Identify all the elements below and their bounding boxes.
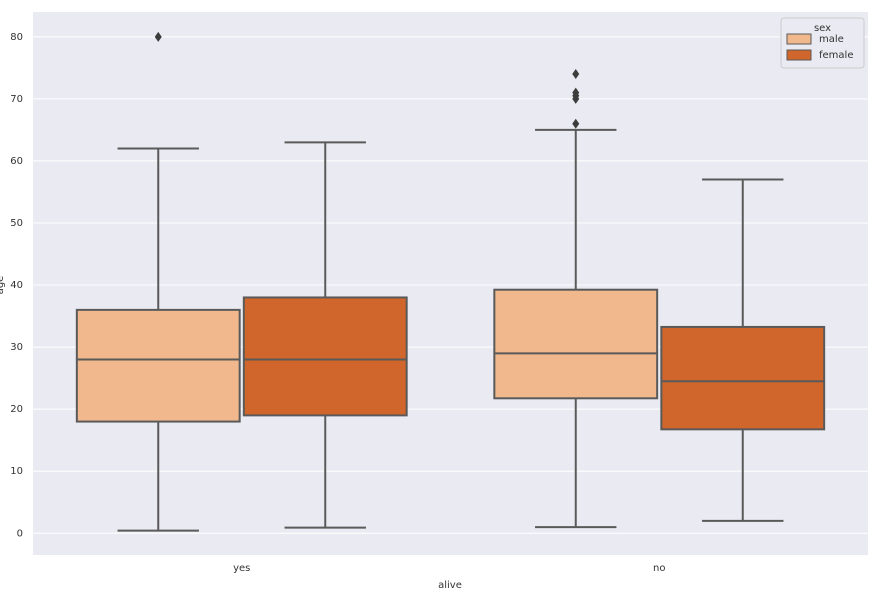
y-tick-label: 40 <box>10 280 23 291</box>
legend-title: sex <box>814 23 831 34</box>
y-tick-label: 30 <box>10 342 23 353</box>
flier <box>572 118 580 129</box>
y-tick-label: 70 <box>10 94 23 105</box>
y-tick-label: 50 <box>10 218 23 229</box>
y-axis-label: age <box>0 276 6 295</box>
legend-label: male <box>819 34 844 45</box>
legend-swatch <box>786 49 812 61</box>
x-axis-label: alive <box>438 580 462 591</box>
box <box>242 296 408 417</box>
box <box>660 325 826 431</box>
flier <box>572 69 580 80</box>
y-tick-label: 0 <box>17 528 23 539</box>
y-tick-label: 10 <box>10 466 23 477</box>
plot-background <box>33 12 868 555</box>
legend-label: female <box>819 50 853 61</box>
x-tick-label: yes <box>233 563 250 574</box>
flier <box>154 31 162 42</box>
marks <box>75 31 826 532</box>
y-tick-label: 60 <box>10 156 23 167</box>
y-tick-label: 20 <box>10 404 23 415</box>
box <box>493 288 659 400</box>
x-tick-label: no <box>653 563 665 574</box>
box <box>75 308 241 423</box>
flier <box>572 87 580 98</box>
legend-swatch <box>786 33 812 45</box>
y-tick-label: 80 <box>10 32 23 43</box>
